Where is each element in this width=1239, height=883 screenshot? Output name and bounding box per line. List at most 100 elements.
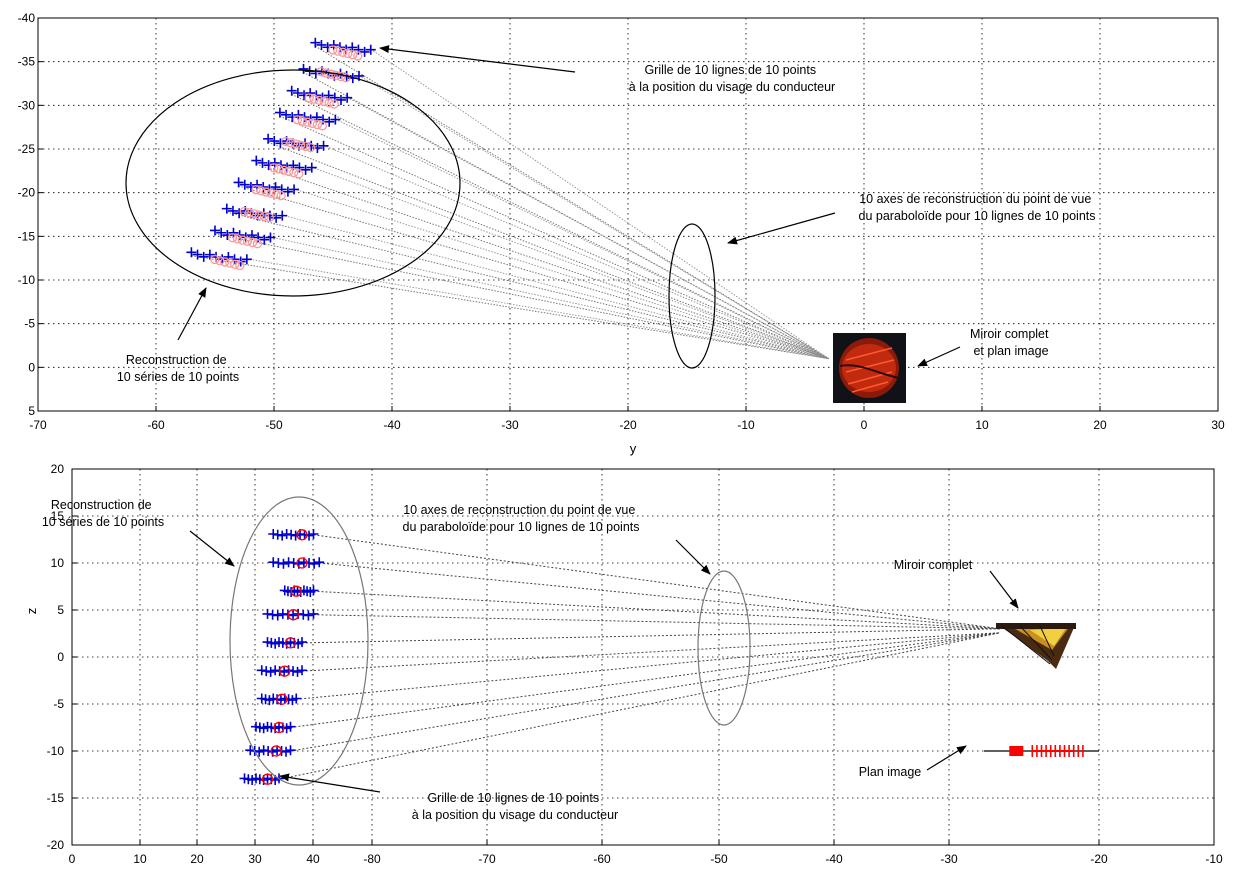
y-tick-label: -10	[47, 744, 65, 758]
red-circle-marker	[290, 585, 302, 597]
red-circle-marker	[302, 117, 313, 127]
y-tick-label: -25	[18, 142, 36, 156]
reconstruction-ray	[303, 71, 829, 360]
blue-cross-marker	[294, 162, 305, 173]
reconstruction-ray	[301, 632, 1001, 672]
x-tick-label: 40	[306, 852, 320, 866]
red-circle-marker	[254, 210, 264, 220]
red-circle-marker	[264, 212, 274, 223]
reconstruction-ray	[358, 74, 829, 360]
red-circle-marker	[237, 235, 248, 245]
blue-cross-marker	[204, 249, 215, 260]
top-plot-grid	[38, 18, 1218, 411]
x-tick-label: 20	[1093, 418, 1107, 432]
blue-cross-marker	[259, 234, 270, 245]
top-plot-axes-arrow	[727, 212, 836, 245]
red-circle-marker	[307, 118, 318, 129]
red-circle-marker	[235, 260, 245, 271]
x-tick-label: 20	[190, 852, 204, 866]
top-plot-reconstruction-arrow	[177, 287, 207, 341]
blue-cross-marker	[252, 179, 263, 190]
bottom-plot-plane-arrow	[926, 745, 967, 771]
blue-cross-marker	[298, 63, 309, 74]
bottom-annotation-grid: Grille de 10 lignes de 10 points à la po…	[412, 791, 618, 822]
red-circle-marker	[284, 166, 294, 177]
blue-cross-marker	[234, 208, 245, 219]
reconstruction-ray	[301, 628, 1001, 644]
y-tick-label: -35	[18, 55, 36, 69]
red-circle-marker	[252, 239, 263, 249]
reconstruction-ray	[319, 562, 1001, 630]
y-tick-label: -40	[18, 11, 36, 25]
red-circle-marker	[312, 119, 323, 130]
blue-cross-marker	[198, 251, 209, 262]
red-circle-marker	[336, 71, 346, 82]
y-tick-label: -20	[18, 186, 36, 200]
x-tick-label: -10	[737, 418, 755, 432]
blue-cross-marker	[299, 90, 310, 101]
reconstruction-ray	[191, 255, 829, 360]
reconstruction-ray	[313, 534, 1001, 630]
blue-cross-marker	[297, 637, 307, 648]
red-circle-marker	[271, 189, 281, 200]
red-circle-marker	[279, 665, 291, 677]
blue-cross-marker	[233, 177, 244, 188]
red-circle-marker	[317, 121, 328, 131]
reconstruction-ray	[278, 632, 1001, 780]
blue-cross-marker	[342, 92, 353, 103]
reconstruction-ray	[293, 188, 829, 360]
reconstruction-ray	[346, 96, 829, 360]
bottom-annotation-mirror: Miroir complet	[894, 558, 973, 572]
blue-cross-marker	[291, 693, 302, 704]
blue-cross-marker	[281, 746, 292, 757]
red-circle-marker	[239, 206, 249, 217]
red-circle-marker	[256, 186, 266, 196]
x-tick-label: -80	[363, 852, 381, 866]
blue-cross-marker	[318, 140, 329, 151]
x-tick-label: -70	[29, 418, 47, 432]
top-plot-reconstruction-rays	[191, 45, 829, 360]
bottom-plot-mirror-shape	[996, 623, 1076, 669]
reconstruction-ray	[296, 632, 1001, 700]
blue-cross-marker	[282, 186, 293, 197]
blue-cross-marker	[275, 138, 286, 149]
red-circle-marker	[227, 233, 238, 243]
blue-cross-marker	[287, 112, 298, 123]
blue-cross-marker	[365, 44, 376, 55]
red-circle-marker	[314, 95, 324, 106]
x-tick-label: -60	[593, 852, 611, 866]
red-circle-marker	[215, 256, 225, 266]
red-circle-marker	[296, 529, 308, 541]
red-circle-marker	[244, 208, 254, 218]
top-plot-ticks: -70 -60 -50 -40 -30 -20 -10 0 10 20 30-40-35-30-25…	[18, 11, 1225, 432]
red-circle-marker	[300, 141, 311, 152]
y-tick-label: 10	[51, 556, 65, 570]
blue-cross-marker	[310, 37, 321, 48]
blue-cross-marker	[314, 557, 325, 568]
red-circle-marker	[304, 93, 314, 103]
red-circle-marker	[210, 254, 220, 265]
reconstruction-ray	[291, 93, 829, 360]
blue-cross-marker	[308, 585, 319, 596]
red-circle-marker	[285, 138, 296, 148]
bottom-plot-reconstruction-arrow	[189, 530, 235, 567]
red-circle-marker	[280, 136, 291, 147]
reconstruction-ray	[315, 45, 829, 360]
x-tick-label: -50	[710, 852, 728, 866]
blue-cross-marker	[254, 746, 265, 757]
red-circle-marker	[305, 142, 316, 153]
x-tick-label: -10	[1205, 852, 1223, 866]
blue-cross-marker	[286, 85, 297, 96]
bottom-plot-image-plane	[984, 745, 1099, 757]
red-circle-marker	[220, 257, 230, 267]
blue-cross-marker	[303, 610, 314, 621]
reconstruction-ray	[279, 115, 829, 360]
bottom-annotation-reconstruction: Reconstruction de 10 séries de 10 points	[42, 498, 164, 529]
blue-cross-marker	[279, 666, 290, 677]
blue-cross-marker	[306, 162, 317, 173]
blue-cross-marker	[300, 164, 311, 175]
reconstruction-ray	[335, 118, 829, 360]
blue-cross-marker	[241, 254, 252, 265]
top-plot-points	[186, 37, 376, 271]
blue-cross-marker	[228, 227, 239, 238]
